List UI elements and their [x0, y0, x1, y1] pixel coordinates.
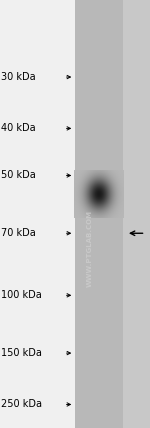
Text: 70 kDa: 70 kDa [1, 228, 36, 238]
Bar [0, 0, 75, 428]
Bar [75, 0, 123, 428]
Text: WWW.PTGLAB.COM: WWW.PTGLAB.COM [87, 210, 93, 287]
Text: 50 kDa: 50 kDa [1, 170, 36, 181]
Text: 40 kDa: 40 kDa [1, 123, 35, 134]
Text: 150 kDa: 150 kDa [1, 348, 42, 358]
Text: 100 kDa: 100 kDa [1, 290, 42, 300]
Text: 250 kDa: 250 kDa [1, 399, 42, 410]
Text: 30 kDa: 30 kDa [1, 72, 35, 82]
